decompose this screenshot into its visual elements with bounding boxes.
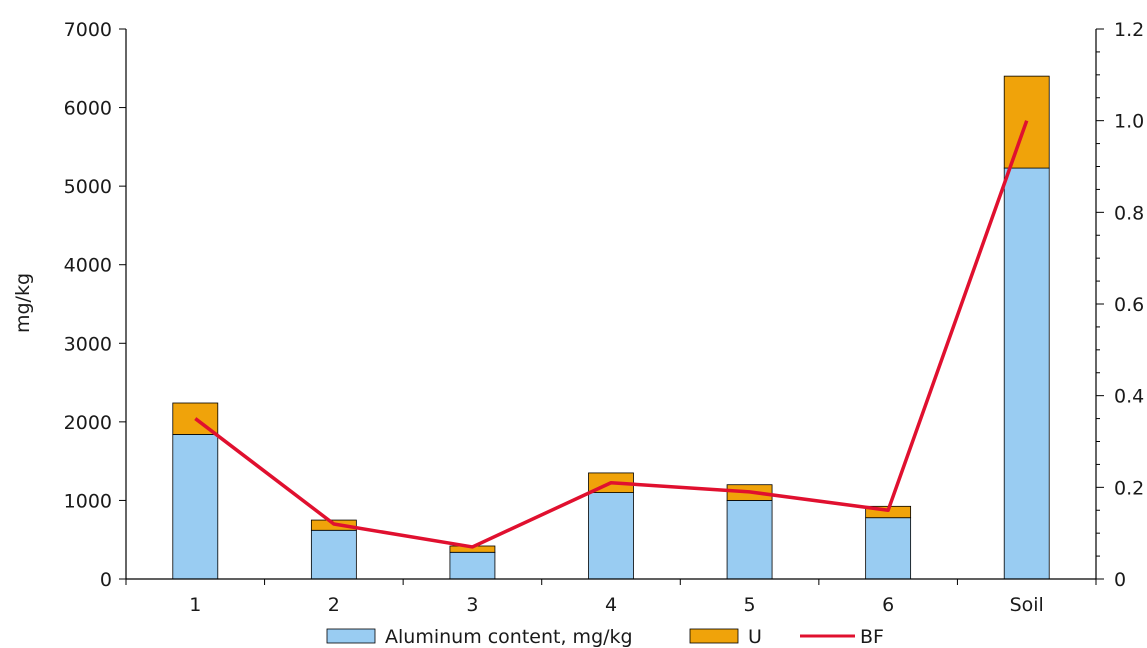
right-tick-label: 0.6 (1114, 294, 1144, 316)
bar-aluminum-5 (726, 500, 773, 580)
x-tick-label: 1 (189, 594, 201, 616)
left-tick-label: 5000 (64, 176, 112, 198)
left-tick-label: 3000 (64, 333, 112, 355)
left-axis: 0 1000 2000 3000 4000 5000 6000 7000 (64, 19, 127, 591)
legend-label-aluminum: Aluminum content, mg/kg (385, 626, 633, 648)
legend-swatch-aluminum (326, 628, 376, 644)
line-layer (194, 120, 1029, 549)
left-tick-label: 6000 (64, 98, 112, 120)
legend-label-u: U (748, 626, 762, 648)
x-tick-label: 2 (328, 594, 340, 616)
bf-line (194, 120, 1029, 549)
x-tick-label: Soil (1010, 594, 1044, 616)
right-tick-label: 0.2 (1114, 477, 1144, 499)
y-axis-title: mg/kg (12, 273, 34, 333)
bar-aluminum-2 (310, 529, 357, 580)
left-tick-label: 4000 (64, 255, 112, 277)
x-tick-label: 3 (466, 594, 478, 616)
bar-aluminum-4 (588, 492, 634, 580)
bar-aluminum-3 (449, 551, 496, 580)
bar-aluminum-1 (172, 434, 219, 580)
legend: Aluminum content, mg/kg U BF (326, 626, 884, 648)
right-tick-label: 0 (1114, 569, 1126, 591)
plot-area (172, 75, 1050, 580)
legend-swatch-u (689, 628, 739, 644)
left-tick-label: 7000 (64, 19, 112, 41)
right-axis: 0 0.2 0.4 0.6 0.8 1.0 1.2 (1095, 19, 1144, 591)
x-tick-label: 5 (744, 594, 756, 616)
right-tick-label: 1.0 (1114, 111, 1144, 133)
right-tick-label: 1.2 (1114, 19, 1144, 41)
right-tick-label: 0.4 (1114, 386, 1144, 408)
left-tick-label: 0 (100, 569, 112, 591)
x-tick-label: 6 (882, 594, 894, 616)
left-tick-label: 2000 (64, 412, 112, 434)
left-tick-label: 1000 (64, 490, 112, 512)
bars-layer (172, 75, 1050, 580)
right-tick-label: 0.8 (1114, 202, 1144, 224)
x-axis: 1 2 3 4 5 6 Soil (125, 578, 1097, 616)
bar-aluminum-soil (1003, 167, 1050, 580)
x-tick-label: 4 (605, 594, 617, 616)
bar-aluminum-6 (865, 517, 912, 580)
legend-label-bf: BF (860, 626, 884, 648)
